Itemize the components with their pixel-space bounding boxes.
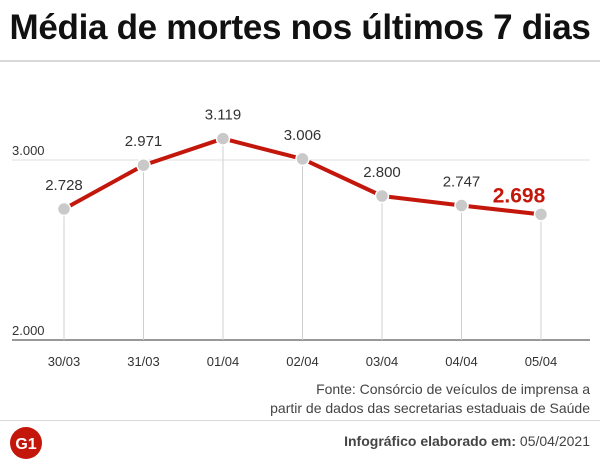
g1-logo: G1 <box>10 427 42 459</box>
x-tick-label: 02/04 <box>286 354 319 369</box>
data-label: 2.800 <box>363 164 401 181</box>
data-point <box>56 201 72 217</box>
source-text-line1: Consórcio de veículos de imprensa a <box>359 381 590 397</box>
x-tick-label: 30/03 <box>48 354 81 369</box>
x-tick-label: 05/04 <box>525 354 558 369</box>
credit-date: 05/04/2021 <box>519 433 590 449</box>
data-point <box>295 151 310 167</box>
x-tick-label: 31/03 <box>127 354 160 369</box>
data-label: 2.728 <box>45 177 83 194</box>
x-tick-label: 03/04 <box>366 354 399 369</box>
data-label: 2.971 <box>125 133 163 150</box>
credit-line: Infográfico elaborado em: 05/04/2021 <box>344 433 590 449</box>
line-chart: 2.000 3.000 2.728 2.971 3.119 3.006 2.800 2.74… <box>12 107 590 369</box>
source-label: Fonte: <box>316 381 356 397</box>
data-point <box>533 207 549 222</box>
credit-label: Infográfico elaborado em: <box>344 433 517 449</box>
data-point <box>215 131 231 146</box>
svg-text:G1: G1 <box>15 436 36 453</box>
source-note: Fonte: Consórcio de veículos de imprensa… <box>170 380 590 418</box>
footer-divider <box>0 420 600 421</box>
x-tick-label: 01/04 <box>207 354 240 369</box>
data-label: 2.747 <box>443 174 481 191</box>
y-tick-label: 2.000 <box>12 323 45 338</box>
data-label: 2.698 <box>493 184 546 207</box>
source-text-line2: partir de dados das secretarias estaduai… <box>270 400 590 416</box>
data-point <box>374 188 390 204</box>
x-tick-label: 04/04 <box>445 354 478 369</box>
data-point <box>454 198 469 213</box>
chart-title: Média de mortes nos últimos 7 dias <box>9 8 591 47</box>
y-tick-label: 3.000 <box>12 143 45 158</box>
data-label: 3.006 <box>284 127 322 144</box>
data-point <box>136 157 151 173</box>
data-label: 3.119 <box>205 107 241 124</box>
title-divider <box>0 60 600 62</box>
